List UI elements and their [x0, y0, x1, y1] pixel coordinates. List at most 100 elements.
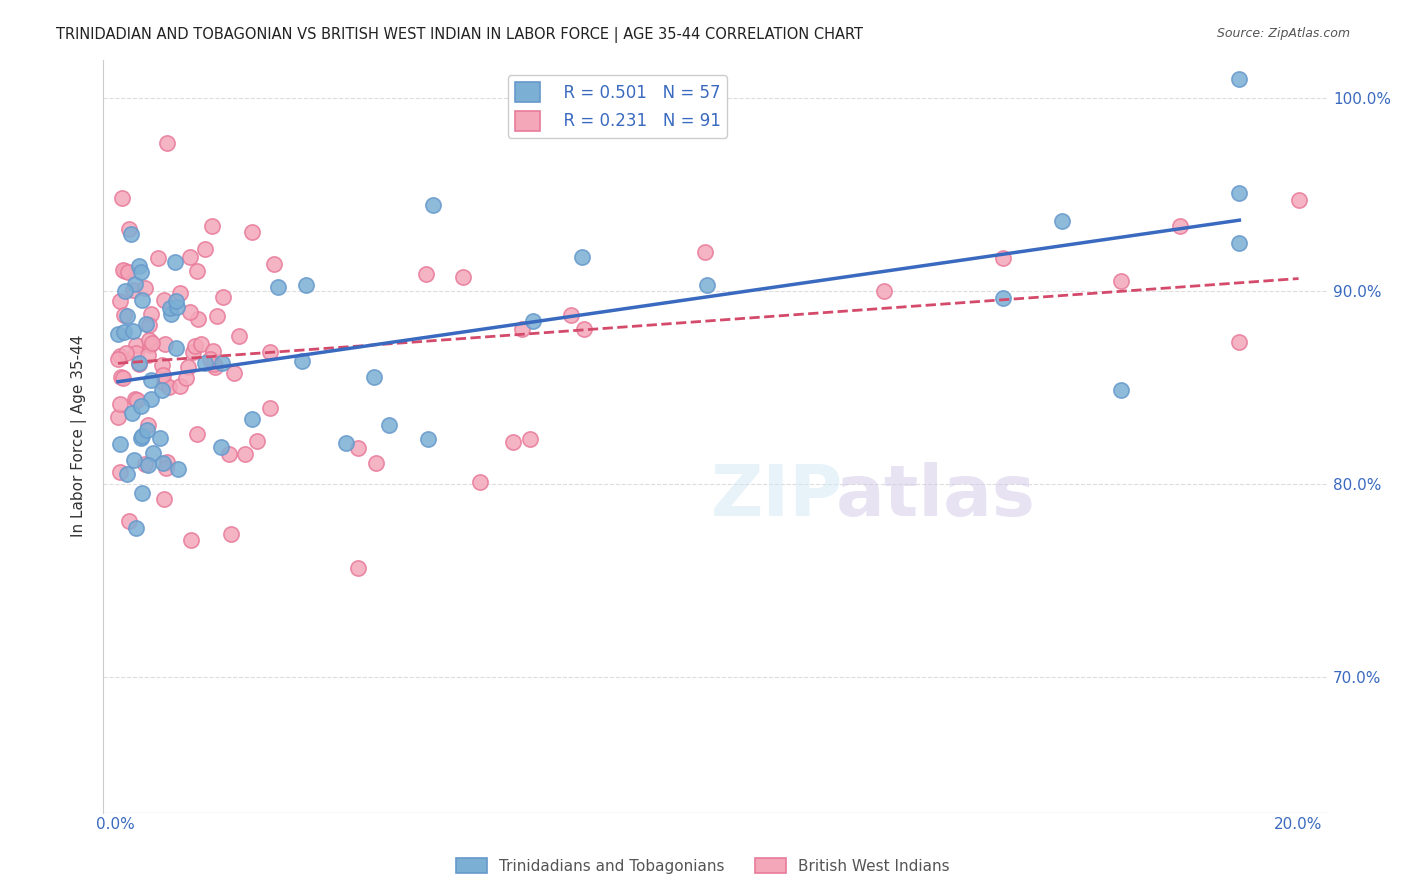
- Legend:   R = 0.501   N = 57,   R = 0.231   N = 91: R = 0.501 N = 57, R = 0.231 N = 91: [508, 76, 727, 137]
- Point: [156, 136, 179, 150]
- Point: [131, 265, 153, 279]
- Point: [364, 456, 387, 470]
- Point: [1227, 235, 1250, 250]
- Point: [149, 431, 172, 445]
- Point: [259, 401, 281, 415]
- Point: [186, 264, 208, 278]
- Point: [136, 348, 159, 362]
- Point: [187, 311, 209, 326]
- Point: [204, 359, 226, 374]
- Point: [422, 198, 444, 212]
- Point: [184, 339, 207, 353]
- Text: atlas: atlas: [837, 462, 1036, 531]
- Point: [124, 338, 146, 352]
- Point: [502, 434, 524, 449]
- Point: [136, 423, 159, 437]
- Point: [108, 349, 131, 363]
- Point: [179, 305, 201, 319]
- Point: [218, 447, 240, 461]
- Point: [107, 326, 129, 341]
- Point: [165, 255, 187, 269]
- Point: [263, 257, 285, 271]
- Point: [112, 325, 135, 339]
- Point: [114, 284, 136, 298]
- Point: [159, 301, 181, 316]
- Point: [211, 356, 233, 370]
- Point: [108, 466, 131, 480]
- Point: [141, 336, 163, 351]
- Point: [122, 452, 145, 467]
- Point: [125, 345, 148, 359]
- Point: [1109, 274, 1132, 288]
- Point: [177, 359, 200, 374]
- Point: [165, 341, 187, 355]
- Point: [139, 373, 162, 387]
- Point: [114, 345, 136, 359]
- Point: [129, 431, 152, 445]
- Point: [378, 418, 401, 433]
- Point: [202, 358, 225, 372]
- Point: [108, 293, 131, 308]
- Point: [138, 334, 160, 348]
- Point: [174, 371, 197, 385]
- Text: TRINIDADIAN AND TOBAGONIAN VS BRITISH WEST INDIAN IN LABOR FORCE | AGE 35-44 COR: TRINIDADIAN AND TOBAGONIAN VS BRITISH WE…: [56, 27, 863, 43]
- Point: [160, 307, 183, 321]
- Point: [117, 265, 139, 279]
- Point: [560, 308, 582, 322]
- Point: [1227, 71, 1250, 86]
- Point: [166, 301, 188, 315]
- Point: [1288, 194, 1310, 208]
- Point: [131, 293, 153, 307]
- Point: [150, 358, 173, 372]
- Point: [228, 329, 250, 343]
- Point: [139, 392, 162, 406]
- Point: [136, 417, 159, 432]
- Text: ZIP: ZIP: [711, 462, 844, 531]
- Point: [165, 294, 187, 309]
- Point: [157, 379, 180, 393]
- Point: [190, 336, 212, 351]
- Point: [115, 467, 138, 481]
- Point: [141, 308, 163, 322]
- Point: [107, 351, 129, 366]
- Point: [1050, 214, 1073, 228]
- Point: [117, 309, 139, 323]
- Point: [153, 376, 176, 390]
- Point: [114, 264, 136, 278]
- Point: [107, 410, 129, 425]
- Point: [121, 406, 143, 420]
- Point: [138, 318, 160, 333]
- Point: [240, 412, 263, 426]
- Point: [128, 357, 150, 371]
- Point: [153, 293, 176, 307]
- Point: [347, 441, 370, 455]
- Point: [111, 191, 134, 205]
- Point: [121, 283, 143, 297]
- Point: [169, 378, 191, 392]
- Point: [1227, 186, 1250, 200]
- Point: [335, 436, 357, 450]
- Point: [148, 251, 170, 265]
- Point: [291, 354, 314, 368]
- Point: [134, 280, 156, 294]
- Point: [131, 485, 153, 500]
- Point: [125, 392, 148, 407]
- Point: [117, 514, 139, 528]
- Point: [111, 371, 134, 385]
- Point: [131, 399, 153, 413]
- Point: [128, 259, 150, 273]
- Point: [142, 446, 165, 460]
- Point: [121, 324, 143, 338]
- Point: [212, 290, 235, 304]
- Point: [155, 460, 177, 475]
- Point: [124, 277, 146, 292]
- Point: [242, 225, 264, 239]
- Point: [451, 270, 474, 285]
- Point: [363, 369, 385, 384]
- Point: [519, 433, 541, 447]
- Point: [696, 277, 718, 292]
- Point: [219, 527, 242, 541]
- Point: [1168, 219, 1191, 234]
- Point: [522, 314, 544, 328]
- Point: [186, 426, 208, 441]
